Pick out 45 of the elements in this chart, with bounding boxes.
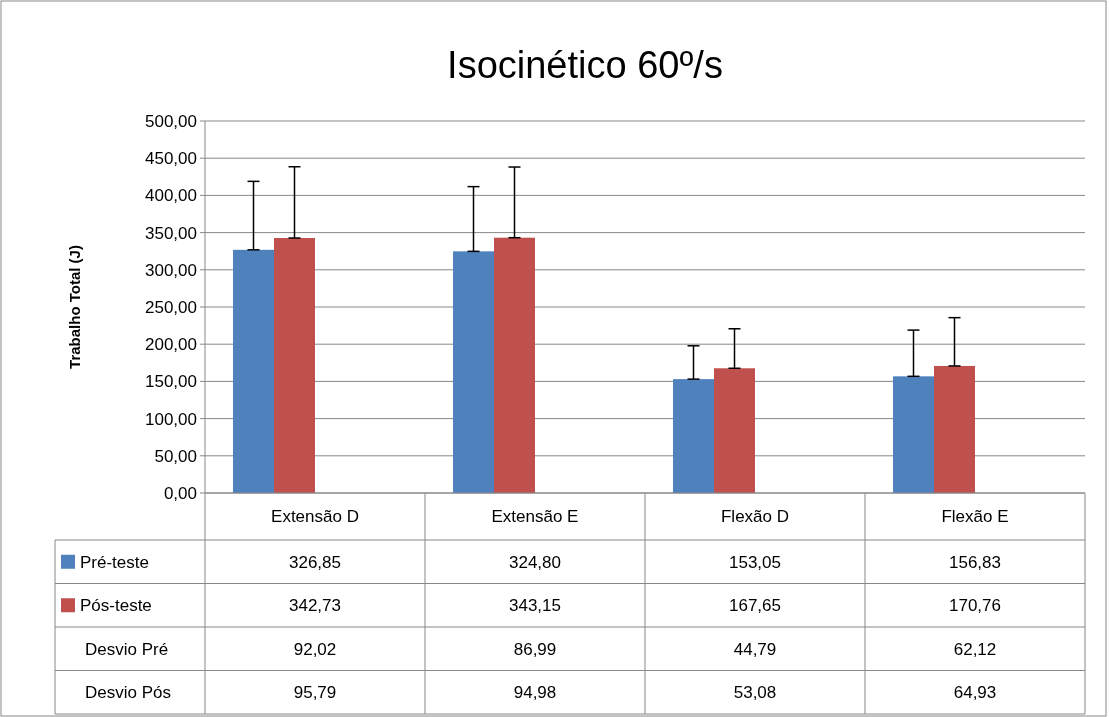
text: Desvio Pós xyxy=(85,683,171,703)
x-tick-label: Flexão E xyxy=(941,507,1009,527)
legend-label: Pré-teste xyxy=(80,552,149,572)
bar xyxy=(673,379,714,493)
y-tick-label: 300,00 xyxy=(145,260,197,280)
y-tick-label: 200,00 xyxy=(145,335,197,355)
x-tick-label: Extensão E xyxy=(491,507,579,527)
data-label: 326,85 xyxy=(289,552,341,572)
y-axis-title: Trabalho Total (J) xyxy=(66,245,83,369)
y-tick-label: 250,00 xyxy=(145,297,197,317)
bar xyxy=(893,376,934,493)
data-label: 153,05 xyxy=(729,552,781,572)
bar xyxy=(714,368,755,493)
chart-title: Isocinético 60º/s xyxy=(447,44,723,86)
data-label: 156,83 xyxy=(949,552,1001,572)
y-tick-label: 350,00 xyxy=(145,223,197,243)
bar xyxy=(494,237,535,493)
data-label: 324,80 xyxy=(509,552,561,572)
y-tick-label: 500,00 xyxy=(145,111,197,131)
x-tick-label: Extensão D xyxy=(271,507,359,527)
bar xyxy=(274,238,315,493)
text: 95,79 xyxy=(293,683,337,703)
text: 92,02 xyxy=(293,639,337,659)
text: 44,79 xyxy=(733,639,777,659)
bar xyxy=(453,251,494,493)
y-tick-label: 150,00 xyxy=(145,372,197,392)
legend-label: Pós-teste xyxy=(80,596,152,616)
data-label: 342,73 xyxy=(289,596,341,616)
text: Desvio Pré xyxy=(85,639,169,659)
y-tick-label: 0,00 xyxy=(163,483,197,503)
y-tick-label: 50,00 xyxy=(154,446,197,466)
y-tick-label: 450,00 xyxy=(145,149,197,169)
data-label: 167,65 xyxy=(729,596,781,616)
data-label: 170,76 xyxy=(949,596,1001,616)
text: 64,93 xyxy=(953,683,997,703)
text: 53,08 xyxy=(733,683,777,703)
text: 94,98 xyxy=(513,683,557,703)
bar xyxy=(934,365,975,493)
text: 86,99 xyxy=(513,639,557,659)
bar xyxy=(233,249,274,493)
data-label: 343,15 xyxy=(509,596,561,616)
x-tick-label: Flexão D xyxy=(720,507,790,527)
y-tick-label: 400,00 xyxy=(145,186,197,206)
text: 62,12 xyxy=(953,639,997,659)
y-tick-label: 100,00 xyxy=(145,409,197,429)
